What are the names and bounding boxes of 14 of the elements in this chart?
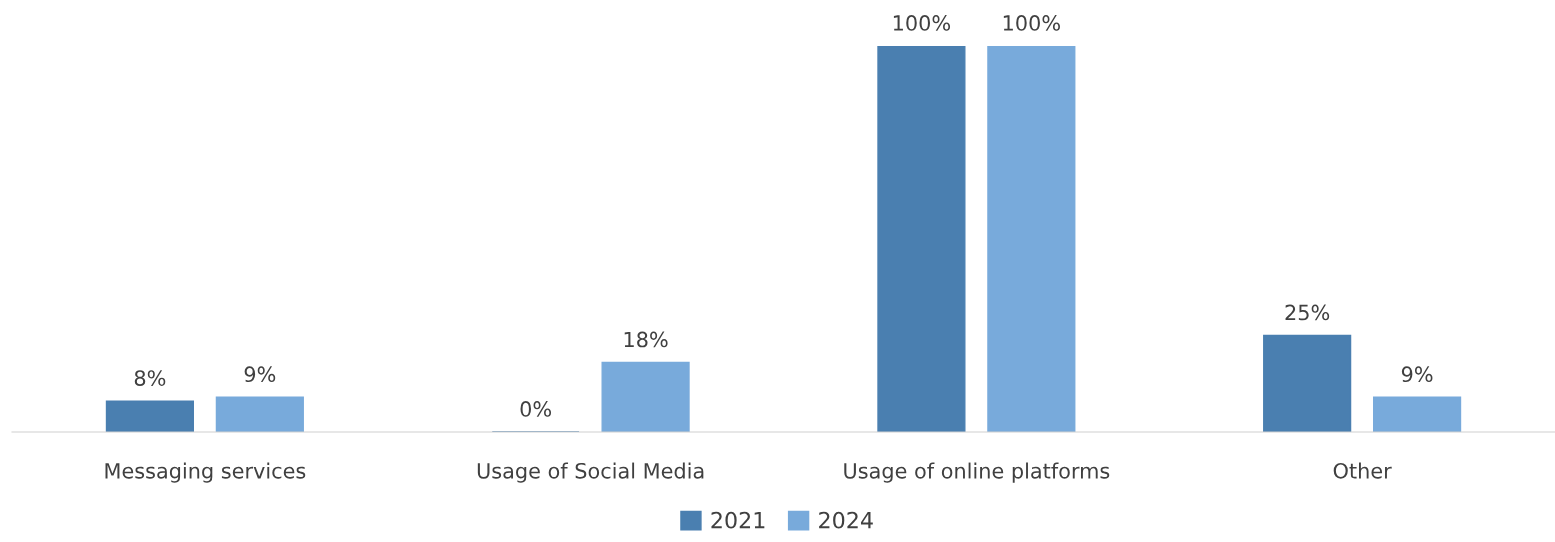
data-label: 100%	[1003, 15, 1060, 31]
x-tick-label: Usage of Social Media	[477, 462, 704, 483]
data-label: 9%	[1401, 366, 1433, 383]
data-label: 18%	[624, 331, 668, 348]
data-label: 0%	[520, 401, 552, 417]
data-label: 8%	[134, 370, 166, 386]
legend-label: 2021	[711, 511, 765, 529]
x-tick-label: Other	[1333, 462, 1392, 479]
x-tick-label: Usage of online platforms	[844, 462, 1110, 483]
legend-label: 2024	[819, 511, 873, 529]
x-tick-label: Messaging services	[105, 462, 306, 483]
data-label: 100%	[893, 15, 951, 31]
data-label: 9%	[244, 366, 276, 383]
data-label: 25%	[1285, 304, 1330, 321]
